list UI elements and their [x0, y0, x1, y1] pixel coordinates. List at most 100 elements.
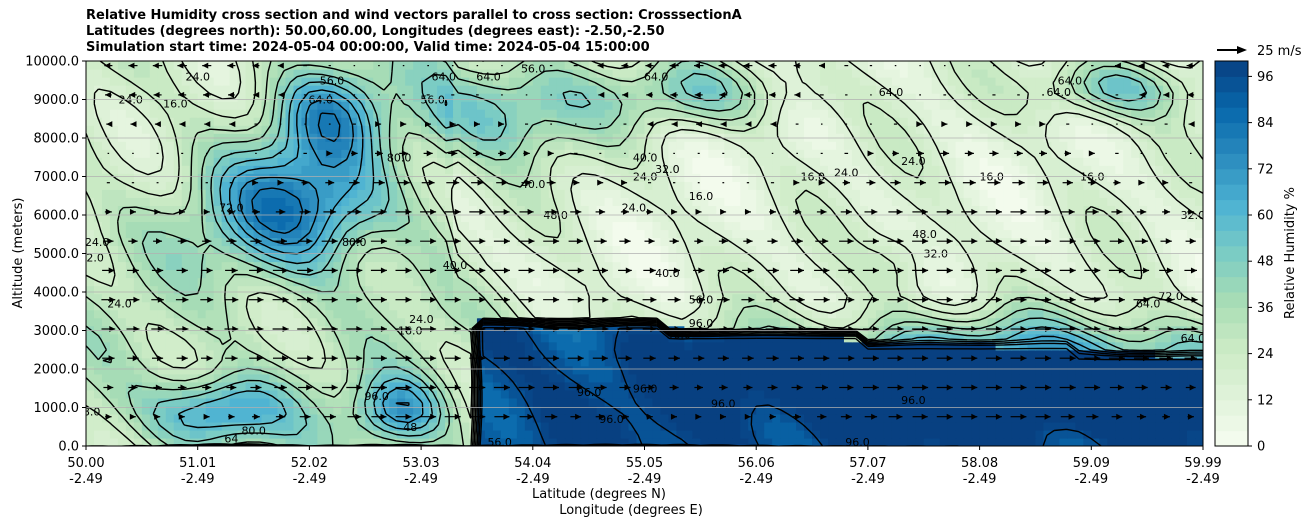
rh-cell: [205, 405, 215, 415]
rh-cell: [1195, 293, 1203, 303]
rh-cell: [987, 413, 997, 423]
rh-cell: [612, 173, 622, 182]
rh-cell: [532, 197, 542, 206]
rh-cell: [772, 437, 781, 446]
rh-cell: [181, 357, 191, 367]
rh-cell: [939, 221, 949, 231]
rh-cell: [149, 213, 159, 223]
rh-cell: [1059, 285, 1068, 295]
rh-cell: [1115, 165, 1124, 174]
rh-cell: [181, 381, 191, 391]
rh-cell: [524, 173, 534, 182]
rh-cell: [955, 413, 965, 423]
rh-cell: [828, 277, 837, 287]
rh-cell: [548, 221, 558, 231]
rh-cell: [381, 421, 390, 431]
rh-cell: [875, 381, 885, 391]
rh-cell: [237, 173, 247, 182]
rh-cell: [149, 245, 159, 255]
rh-cell: [437, 373, 446, 383]
rh-cell: [1043, 221, 1053, 231]
rh-cell: [1147, 285, 1156, 295]
rh-cell: [915, 293, 925, 303]
rh-cell: [197, 237, 207, 247]
rh-cell: [373, 365, 382, 375]
rh-cell: [812, 285, 821, 295]
rh-cell: [101, 197, 111, 206]
rh-cell: [468, 229, 478, 239]
rh-cell: [397, 165, 406, 174]
rh-cell: [405, 397, 414, 407]
rh-cell: [1099, 221, 1108, 231]
rh-cell: [532, 333, 542, 343]
rh-cell: [1003, 341, 1013, 351]
rh-cell: [476, 437, 486, 446]
rh-cell: [859, 277, 869, 287]
rh-cell: [1179, 357, 1188, 367]
rh-cell: [1195, 173, 1203, 182]
rh-cell: [748, 245, 757, 255]
rh-cell: [277, 437, 287, 446]
rh-cell: [708, 165, 717, 174]
rh-cell: [429, 261, 438, 271]
rh-cell: [1099, 261, 1108, 271]
rh-cell: [939, 213, 949, 223]
rh-cell: [548, 341, 558, 351]
rh-cell: [1107, 165, 1116, 174]
rh-cell: [1099, 277, 1108, 287]
rh-cell: [708, 253, 717, 263]
rh-cell: [341, 373, 350, 383]
rh-cell: [740, 317, 749, 327]
rh-cell: [141, 349, 151, 359]
rh-cell: [732, 357, 741, 367]
rh-cell: [1123, 365, 1132, 375]
rh-cell: [636, 389, 646, 399]
rh-cell: [1083, 181, 1092, 190]
rh-cell: [237, 213, 247, 223]
rh-cell: [133, 197, 143, 206]
rh-cell: [851, 285, 861, 295]
rh-cell: [596, 389, 606, 399]
rh-cell: [540, 173, 550, 182]
rh-cell: [612, 429, 622, 439]
rh-cell: [500, 189, 510, 198]
rh-cell: [429, 277, 438, 287]
rh-cell: [1051, 277, 1060, 287]
rh-cell: [883, 421, 893, 431]
rh-cell: [413, 333, 422, 343]
rh-cell: [875, 293, 885, 303]
rh-cell: [971, 277, 981, 287]
rh-cell: [157, 269, 167, 279]
rh-cell: [381, 157, 390, 166]
rh-cell: [580, 205, 590, 214]
rh-cell: [181, 429, 191, 439]
rh-cell: [181, 293, 191, 303]
rh-cell: [684, 341, 693, 351]
rh-cell: [325, 285, 334, 295]
rh-cell: [1171, 301, 1180, 311]
rh-cell: [86, 205, 95, 214]
rh-cell: [197, 317, 207, 327]
rh-cell: [405, 181, 414, 190]
rh-cell: [189, 389, 199, 399]
rh-cell: [157, 349, 167, 359]
rh-cell: [907, 245, 917, 255]
rh-cell: [939, 269, 949, 279]
rh-cell: [620, 325, 630, 335]
rh-cell: [556, 373, 566, 383]
rh-cell: [229, 373, 239, 383]
rh-cell: [500, 261, 510, 271]
rh-cell: [931, 293, 941, 303]
rh-cell: [293, 421, 303, 431]
rh-cell: [93, 165, 103, 174]
rh-cell: [572, 245, 582, 255]
rh-cell: [157, 261, 167, 271]
rh-cell: [109, 429, 119, 439]
rh-cell: [133, 317, 143, 327]
rh-cell: [1123, 325, 1132, 335]
rh-cell: [1147, 421, 1156, 431]
rh-cell: [732, 389, 741, 399]
rh-cell: [357, 397, 366, 407]
rh-cell: [349, 189, 358, 198]
rh-cell: [1139, 173, 1148, 182]
